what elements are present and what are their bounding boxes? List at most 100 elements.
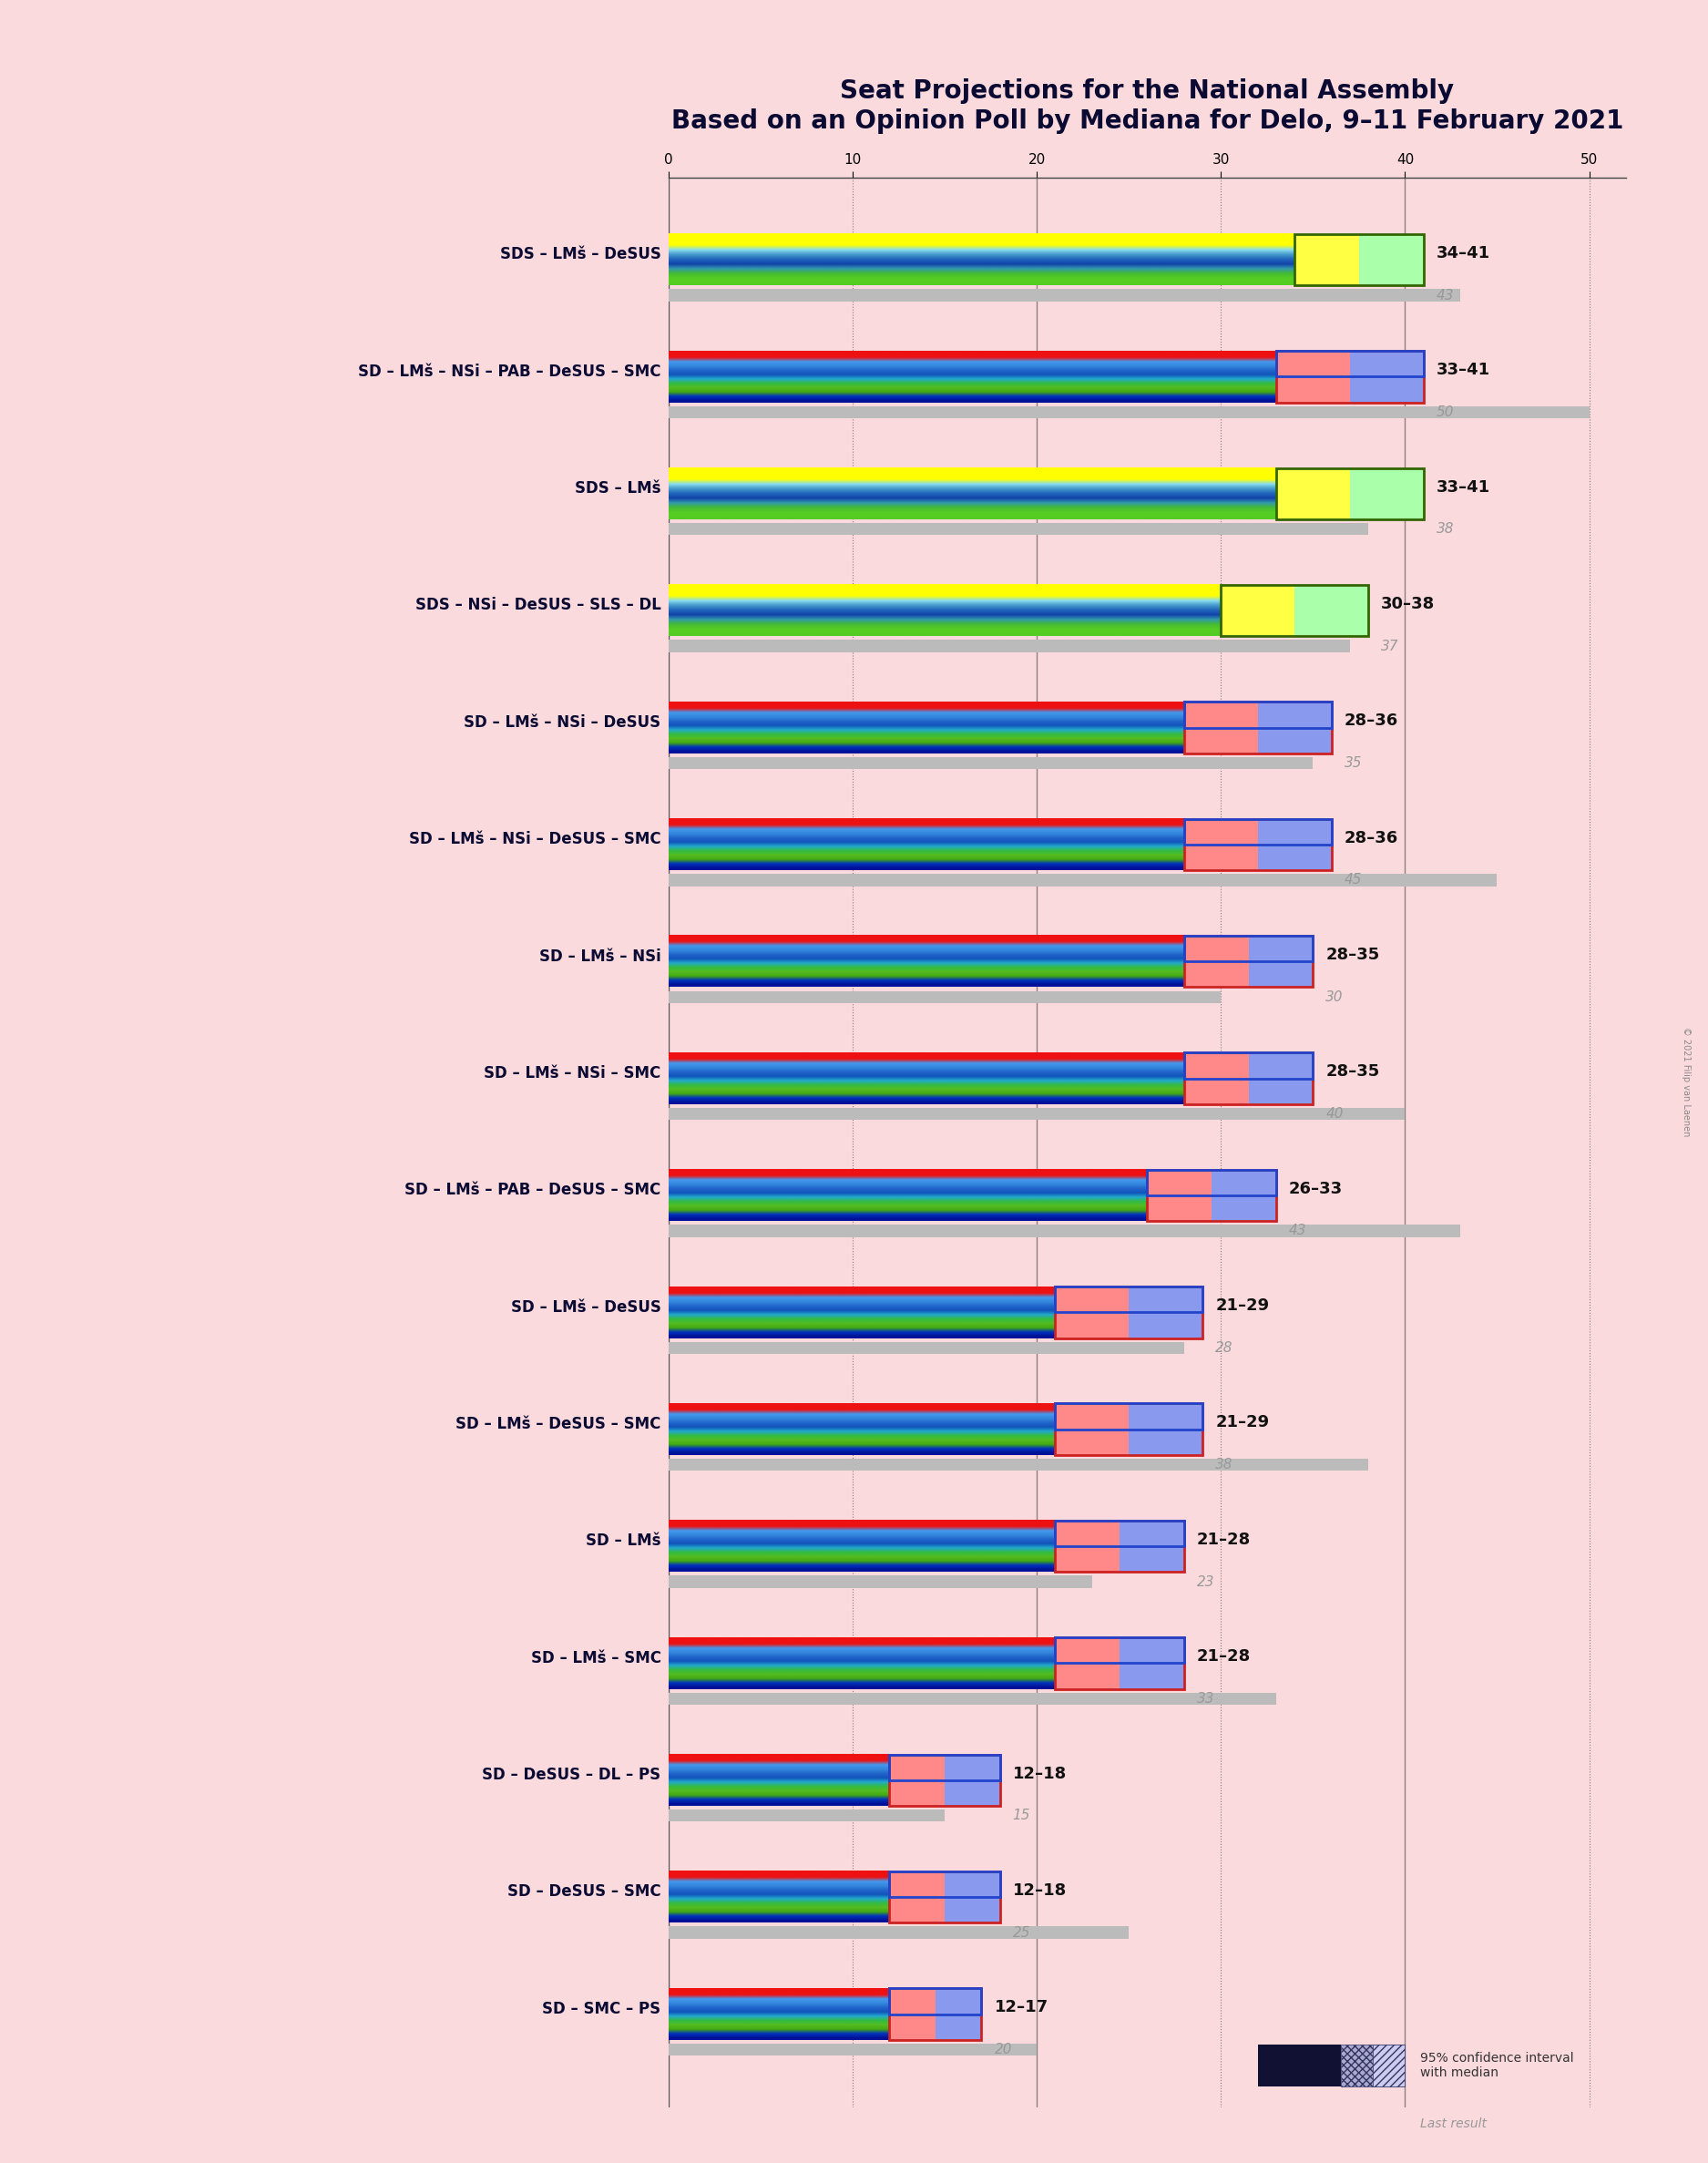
Bar [1056,1521,1119,1573]
Text: 12–18: 12–18 [1013,1765,1068,1782]
Bar [668,2044,1037,2055]
Text: SD – LMš – NSi – PAB – DeSUS – SMC: SD – LMš – NSi – PAB – DeSUS – SMC [359,363,661,381]
Bar [1129,1287,1202,1339]
Bar [1360,234,1423,286]
Bar [1295,234,1423,286]
Bar [1276,467,1423,519]
Bar [1056,1637,1184,1689]
Bar [668,407,1588,417]
Bar [1184,820,1331,870]
Text: © 2021 Filip van Laenen: © 2021 Filip van Laenen [1681,1027,1691,1136]
Text: 12–17: 12–17 [994,1999,1049,2016]
Text: SDS – LMš – DeSUS: SDS – LMš – DeSUS [500,247,661,262]
Text: 20: 20 [994,2042,1013,2057]
Bar [1129,1404,1202,1456]
Bar [1119,1637,1184,1689]
Bar [1276,467,1349,519]
Bar [1148,1170,1211,1222]
Text: 28: 28 [1216,1341,1233,1354]
Bar [1184,1053,1313,1079]
Bar [668,991,1221,1004]
Text: 30: 30 [1325,991,1344,1004]
Bar [1056,1287,1202,1313]
Text: 21–29: 21–29 [1216,1415,1269,1432]
Bar [668,1341,1184,1354]
Text: 45: 45 [1344,874,1361,887]
Bar [890,1871,945,1923]
Bar [890,1871,999,1897]
Text: 35: 35 [1344,757,1361,770]
Bar [1148,1170,1276,1196]
Text: 33–41: 33–41 [1436,361,1489,379]
Bar [890,1754,945,1806]
Bar [1257,2044,1341,2085]
Bar [668,1927,1129,1938]
Bar [668,1694,1276,1704]
Text: SD – LMš: SD – LMš [586,1534,661,1549]
Bar [1257,820,1331,870]
Bar [1373,2044,1406,2085]
Text: 26–33: 26–33 [1290,1181,1342,1196]
Bar [1349,467,1423,519]
Bar [668,874,1498,887]
Bar [945,1871,999,1923]
Bar [1257,2133,1406,2146]
Bar [1148,1170,1276,1222]
Text: 34–41: 34–41 [1436,244,1489,262]
Bar [1056,1404,1129,1456]
Text: SD – DeSUS – SMC: SD – DeSUS – SMC [507,1884,661,1899]
Bar [1184,937,1249,986]
Bar [668,290,1460,301]
Text: SDS – NSi – DeSUS – SLS – DL: SDS – NSi – DeSUS – SLS – DL [415,597,661,614]
Bar [1211,1170,1276,1222]
Bar [945,1754,999,1806]
Bar [1184,701,1331,727]
Bar [890,1754,999,1780]
Bar [668,640,1349,653]
Bar [1295,234,1360,286]
Bar [1184,820,1331,844]
Bar [890,1988,982,2040]
Bar [1056,1287,1202,1339]
Bar [1249,937,1313,986]
Bar [1276,350,1349,402]
Bar [890,1988,936,2040]
Bar [668,1575,1091,1588]
Text: 50: 50 [1436,404,1454,420]
Text: 33: 33 [1197,1691,1214,1707]
Bar [890,1754,999,1806]
Bar [1184,937,1313,986]
Bar [1056,1287,1129,1339]
Text: SD – LMš – PAB – DeSUS – SMC: SD – LMš – PAB – DeSUS – SMC [405,1181,661,1198]
Text: 23: 23 [1197,1575,1214,1588]
Bar [1341,2044,1406,2085]
Text: SD – LMš – SMC: SD – LMš – SMC [531,1650,661,1666]
Text: SD – LMš – DeSUS – SMC: SD – LMš – DeSUS – SMC [456,1417,661,1432]
Text: 21–28: 21–28 [1197,1648,1250,1666]
Bar [1295,584,1368,636]
Bar [668,757,1313,770]
Bar [1184,701,1331,753]
Bar [668,1458,1368,1471]
Text: 38: 38 [1216,1458,1233,1471]
Text: 21–28: 21–28 [1197,1531,1250,1549]
Text: 28–35: 28–35 [1325,1064,1380,1079]
Text: 95% confidence interval
with median: 95% confidence interval with median [1419,2053,1573,2079]
Text: SD – LMš – NSi: SD – LMš – NSi [540,947,661,965]
Bar [1249,1053,1313,1103]
Text: SDS – LMš: SDS – LMš [576,480,661,497]
Bar [1056,1637,1119,1689]
Text: SD – LMš – NSi – DeSUS: SD – LMš – NSi – DeSUS [465,714,661,731]
Bar [1056,1637,1184,1663]
Text: 43: 43 [1436,288,1454,303]
Bar [936,1988,982,2040]
Bar [1276,350,1423,376]
Bar [668,1224,1460,1237]
Bar [1276,350,1423,402]
Bar [1184,1053,1313,1103]
Text: Last result: Last result [1419,2118,1486,2131]
Bar [1056,1404,1202,1430]
Bar [1119,1521,1184,1573]
Text: SD – LMš – NSi – DeSUS – SMC: SD – LMš – NSi – DeSUS – SMC [408,831,661,848]
Text: 40: 40 [1325,1107,1344,1120]
